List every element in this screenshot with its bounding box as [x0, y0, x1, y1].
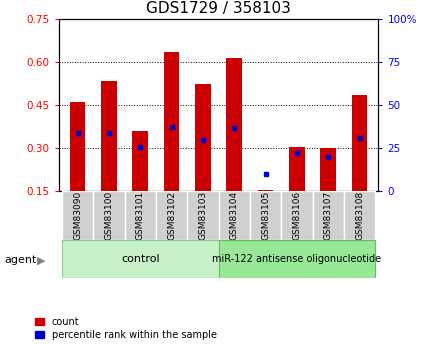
FancyBboxPatch shape	[93, 191, 124, 240]
Text: control: control	[121, 254, 159, 264]
Text: GSM83102: GSM83102	[167, 191, 176, 240]
Text: GSM83090: GSM83090	[73, 191, 82, 240]
Text: GSM83101: GSM83101	[135, 191, 145, 240]
Text: GSM83103: GSM83103	[198, 191, 207, 240]
FancyBboxPatch shape	[250, 191, 281, 240]
Text: GSM83107: GSM83107	[323, 191, 332, 240]
Title: GDS1729 / 358103: GDS1729 / 358103	[146, 1, 290, 17]
Bar	[132, 131, 148, 191]
Text: GSM83108: GSM83108	[354, 191, 363, 240]
FancyBboxPatch shape	[218, 240, 375, 278]
FancyBboxPatch shape	[281, 191, 312, 240]
Bar	[69, 102, 85, 191]
Text: agent: agent	[4, 256, 36, 265]
Bar	[226, 58, 242, 191]
FancyBboxPatch shape	[124, 191, 155, 240]
Text: GSM83106: GSM83106	[292, 191, 301, 240]
Text: miR-122 antisense oligonucleotide: miR-122 antisense oligonucleotide	[212, 254, 381, 264]
FancyBboxPatch shape	[155, 191, 187, 240]
FancyBboxPatch shape	[62, 240, 218, 278]
Text: GSM83105: GSM83105	[260, 191, 270, 240]
Legend: count, percentile rank within the sample: count, percentile rank within the sample	[35, 317, 216, 340]
Bar	[320, 148, 335, 191]
Bar	[351, 95, 367, 191]
Bar	[163, 52, 179, 191]
Text: ▶: ▶	[37, 256, 46, 265]
FancyBboxPatch shape	[218, 191, 250, 240]
Bar	[101, 81, 116, 191]
Text: GSM83100: GSM83100	[104, 191, 113, 240]
FancyBboxPatch shape	[62, 191, 93, 240]
Bar	[289, 147, 304, 191]
FancyBboxPatch shape	[187, 191, 218, 240]
Bar	[257, 190, 273, 191]
Bar	[194, 83, 210, 191]
FancyBboxPatch shape	[312, 191, 343, 240]
FancyBboxPatch shape	[343, 191, 375, 240]
Text: GSM83104: GSM83104	[229, 191, 238, 240]
